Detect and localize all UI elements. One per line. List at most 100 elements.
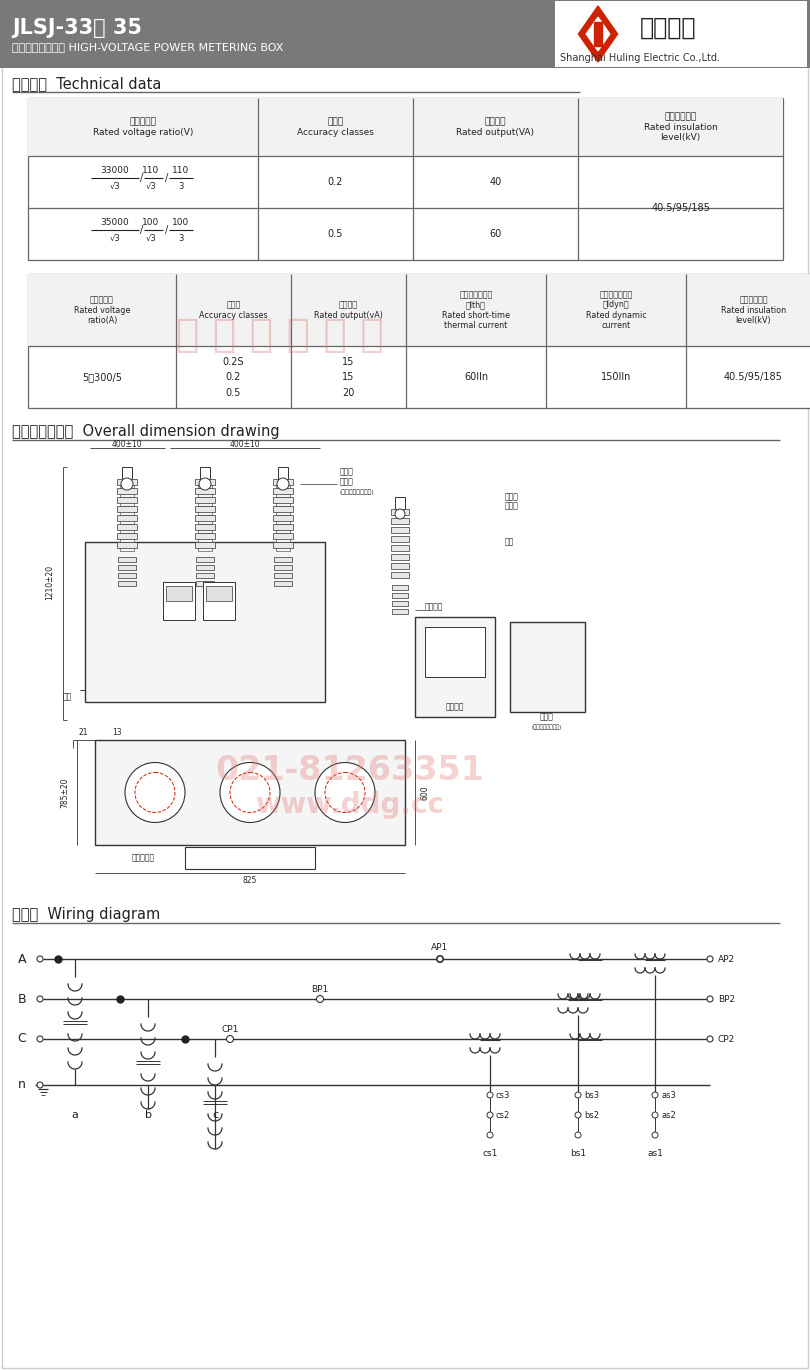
Text: 0.2: 0.2	[328, 177, 343, 186]
Bar	[185, 847, 315, 869]
Bar	[276, 512, 290, 515]
Bar	[117, 497, 137, 503]
Bar	[276, 495, 290, 497]
Text: 110: 110	[143, 166, 160, 174]
Circle shape	[707, 1036, 713, 1043]
Text: 785±20: 785±20	[61, 777, 70, 808]
Circle shape	[125, 763, 185, 822]
Text: 100: 100	[173, 218, 190, 226]
Bar	[555, 1, 807, 67]
Circle shape	[317, 996, 323, 1003]
Bar	[120, 548, 134, 551]
Bar	[392, 601, 408, 606]
Bar	[117, 533, 137, 538]
Polygon shape	[578, 5, 617, 62]
Bar	[95, 740, 405, 845]
Text: 35000: 35000	[100, 218, 130, 226]
Text: n: n	[18, 1078, 26, 1092]
Bar	[510, 622, 585, 712]
Circle shape	[707, 996, 713, 1001]
Bar	[425, 627, 485, 677]
Text: 油位指示: 油位指示	[425, 603, 444, 611]
Text: 0.5: 0.5	[328, 229, 343, 238]
Bar	[391, 527, 409, 533]
Text: 150Iln: 150Iln	[601, 373, 631, 382]
Text: 吊钩: 吊钩	[62, 692, 71, 701]
Text: 400±10: 400±10	[230, 440, 260, 448]
Bar	[0, 0, 810, 68]
Text: (使用时拆去保护架): (使用时拆去保护架)	[340, 489, 375, 495]
Bar	[120, 512, 134, 515]
Text: Shanghai Huling Electric Co.,Ltd.: Shanghai Huling Electric Co.,Ltd.	[560, 53, 720, 63]
Circle shape	[487, 1132, 493, 1138]
Bar	[276, 503, 290, 506]
Bar	[276, 530, 290, 533]
Circle shape	[395, 510, 405, 519]
Bar	[273, 533, 293, 538]
Circle shape	[652, 1112, 658, 1118]
Text: 60: 60	[489, 229, 501, 238]
Circle shape	[37, 956, 43, 962]
Text: 外形及安装尺寸  Overall dimension drawing: 外形及安装尺寸 Overall dimension drawing	[12, 423, 279, 438]
Text: 额定绝缘水平
Rated insulation
level(kV): 额定绝缘水平 Rated insulation level(kV)	[721, 295, 786, 325]
Circle shape	[227, 1036, 233, 1043]
Bar	[117, 488, 137, 495]
Text: 15: 15	[343, 373, 355, 382]
Circle shape	[37, 1036, 43, 1043]
Bar	[195, 533, 215, 538]
Text: 一次接: 一次接	[505, 492, 519, 501]
Text: 0.2: 0.2	[226, 373, 241, 382]
Polygon shape	[594, 22, 602, 45]
Bar	[273, 488, 293, 495]
Circle shape	[277, 478, 289, 490]
Text: JLSJ-33、 35: JLSJ-33、 35	[12, 18, 142, 38]
Bar	[118, 564, 136, 570]
Bar	[391, 518, 409, 523]
Text: √3: √3	[146, 233, 156, 242]
Text: 准确级
Accuracy classes: 准确级 Accuracy classes	[199, 300, 268, 319]
Text: C: C	[18, 1033, 27, 1045]
Text: 60Iln: 60Iln	[464, 373, 488, 382]
Circle shape	[575, 1112, 581, 1118]
Text: BP1: BP1	[311, 985, 329, 993]
Bar	[196, 573, 214, 578]
Bar	[118, 558, 136, 562]
Bar	[206, 586, 232, 601]
Bar	[274, 581, 292, 586]
Bar	[203, 582, 235, 621]
Text: cs3: cs3	[496, 1091, 510, 1100]
Bar	[198, 485, 212, 488]
Circle shape	[652, 1132, 658, 1138]
Text: CP1: CP1	[221, 1025, 239, 1033]
Text: A: A	[18, 952, 26, 966]
Bar	[120, 495, 134, 497]
Bar	[120, 503, 134, 506]
Circle shape	[315, 763, 375, 822]
Text: bs3: bs3	[584, 1091, 599, 1100]
Text: 技术参数  Technical data: 技术参数 Technical data	[12, 75, 161, 90]
Text: /: /	[165, 225, 168, 236]
Bar	[278, 467, 288, 479]
Text: www.ddg.cc: www.ddg.cc	[255, 790, 445, 819]
Text: 额定输出
Rated output(VA): 额定输出 Rated output(VA)	[457, 118, 535, 137]
Bar	[195, 515, 215, 521]
Bar	[200, 467, 210, 479]
Text: 额定绝缘水平
Rated insulation
level(kV): 额定绝缘水平 Rated insulation level(kV)	[644, 112, 718, 142]
Bar	[273, 523, 293, 530]
Text: 接线图  Wiring diagram: 接线图 Wiring diagram	[12, 907, 160, 922]
Text: 0.2S: 0.2S	[223, 356, 245, 367]
Bar	[85, 543, 325, 701]
Bar	[198, 538, 212, 543]
Bar	[117, 506, 137, 512]
Text: 021-81263351: 021-81263351	[215, 754, 484, 786]
Text: CP2: CP2	[718, 1034, 735, 1044]
Text: 40.5/95/185: 40.5/95/185	[651, 203, 710, 212]
Bar	[276, 538, 290, 543]
Text: 15: 15	[343, 356, 355, 367]
Text: 825: 825	[243, 875, 258, 885]
Text: 110: 110	[173, 166, 190, 174]
Circle shape	[121, 478, 133, 490]
Text: 5～300/5: 5～300/5	[82, 373, 122, 382]
Text: bs1: bs1	[570, 1149, 586, 1158]
Bar	[120, 521, 134, 523]
